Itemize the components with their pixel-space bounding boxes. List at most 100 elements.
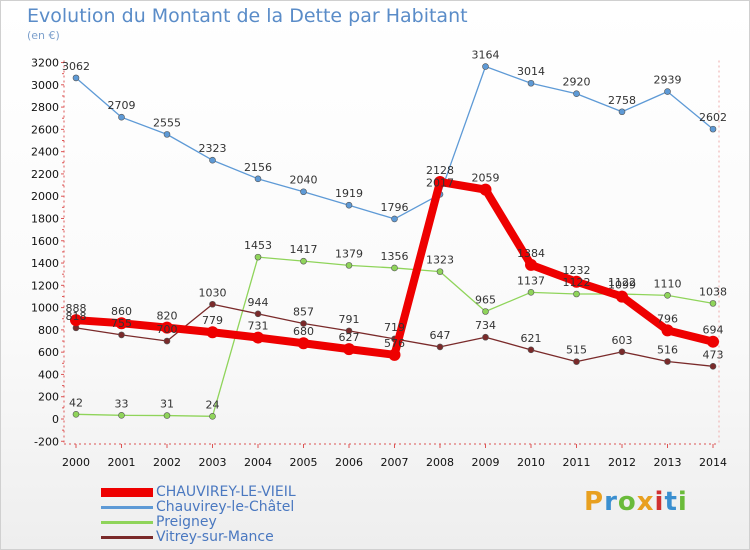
proxiti-logo: Proxiti <box>584 487 688 517</box>
axis-ticks: -200 0 200 400 600 800 1000 1200 1400 1600 1800 200… <box>31 57 727 469</box>
data-label: 3062 <box>62 60 90 73</box>
data-label: 24 <box>206 398 220 411</box>
data-point <box>391 215 398 223</box>
data-label: 719 <box>384 321 405 334</box>
data-label: 516 <box>657 344 678 357</box>
data-label: 860 <box>111 305 132 318</box>
y-tick-label: 400 <box>38 368 59 381</box>
x-tick-label: 2005 <box>290 456 318 469</box>
data-label: 2758 <box>608 94 636 107</box>
data-point <box>72 74 80 82</box>
data-label: 820 <box>157 310 178 323</box>
data-point <box>618 108 626 116</box>
data-label: 2939 <box>654 74 682 87</box>
legend-label: CHAUVIREY-LE-VIEIL <box>156 484 296 500</box>
data-point <box>345 262 353 269</box>
logo-letter: t <box>664 487 678 517</box>
y-tick-label: 1400 <box>31 257 59 270</box>
y-tick-label: 600 <box>38 346 59 359</box>
data-label: 1384 <box>517 247 545 260</box>
data-point <box>616 290 628 303</box>
x-tick-label: 2011 <box>563 456 591 469</box>
data-label: 2059 <box>472 172 500 185</box>
y-tick-label: 1600 <box>31 235 59 248</box>
data-point <box>161 321 173 334</box>
data-label: 1417 <box>290 243 318 256</box>
data-point <box>115 317 128 330</box>
data-point <box>300 257 307 265</box>
data-label: 1110 <box>654 277 682 290</box>
data-label: 1796 <box>381 201 409 214</box>
x-tick-label: 2004 <box>244 456 272 469</box>
data-point <box>661 324 674 337</box>
data-label: 576 <box>384 337 405 350</box>
legend-label: Vitrey-sur-Mance <box>156 529 274 545</box>
data-point <box>436 343 444 351</box>
y-tick-label: 2000 <box>31 190 59 203</box>
data-point <box>118 113 125 121</box>
data-label: 1038 <box>699 285 727 298</box>
data-label: 2709 <box>108 99 136 112</box>
axes <box>63 60 720 446</box>
data-label: 1122 <box>563 276 591 289</box>
data-point <box>479 183 492 196</box>
legend-swatch <box>101 506 153 509</box>
data-label: 2602 <box>699 111 727 124</box>
data-label: 1453 <box>244 239 272 252</box>
x-tick-label: 2006 <box>335 456 363 469</box>
data-label: 965 <box>475 293 496 306</box>
x-tick-label: 2008 <box>426 456 454 469</box>
legend-label: Chauvirey-le-Châtel <box>156 499 295 515</box>
data-label: 2323 <box>199 142 227 155</box>
data-point <box>527 289 535 296</box>
data-label: 1030 <box>199 286 227 299</box>
legend-swatch <box>101 536 153 539</box>
data-point <box>664 88 671 95</box>
y-tick-label: 800 <box>38 324 59 337</box>
legend-swatch <box>101 521 153 524</box>
data-point <box>209 156 216 164</box>
data-label: 33 <box>115 397 129 410</box>
data-label: 694 <box>703 324 724 337</box>
y-tick-label: 2800 <box>31 101 59 114</box>
data-label: 1122 <box>608 276 636 289</box>
data-point <box>570 275 583 288</box>
data-label: 603 <box>612 334 633 347</box>
data-label: 700 <box>157 323 178 336</box>
x-tick-label: 2010 <box>517 456 545 469</box>
series-lines <box>70 63 719 420</box>
series-line <box>75 65 714 220</box>
data-label: 796 <box>657 312 678 325</box>
y-tick-label: -200 <box>34 435 59 448</box>
data-label: 755 <box>111 317 132 330</box>
data-point <box>70 314 82 327</box>
data-point <box>573 290 580 298</box>
data-point <box>252 331 264 344</box>
data-point <box>206 326 219 339</box>
data-point <box>482 333 489 341</box>
data-point <box>482 63 489 70</box>
data-point <box>391 264 398 272</box>
data-point <box>163 131 171 138</box>
x-tick-label: 2012 <box>608 456 636 469</box>
data-label: 818 <box>66 310 87 323</box>
data-point <box>709 300 717 307</box>
legend-swatch <box>101 488 153 497</box>
logo-letter: i <box>654 487 665 517</box>
data-label: 31 <box>160 398 174 411</box>
data-point <box>118 331 125 339</box>
data-label: 857 <box>293 306 314 319</box>
data-point <box>345 327 353 335</box>
y-tick-label: 1200 <box>31 279 59 292</box>
data-point <box>482 308 489 315</box>
data-point <box>573 358 580 365</box>
data-point <box>254 310 262 318</box>
x-tick-label: 2000 <box>62 456 90 469</box>
legend-label: Preigney <box>156 514 217 530</box>
y-tick-label: 1800 <box>31 212 59 225</box>
data-label: 791 <box>339 313 360 326</box>
x-tick-label: 2003 <box>199 456 227 469</box>
data-label: 2128 <box>426 164 454 177</box>
data-point <box>209 300 216 308</box>
